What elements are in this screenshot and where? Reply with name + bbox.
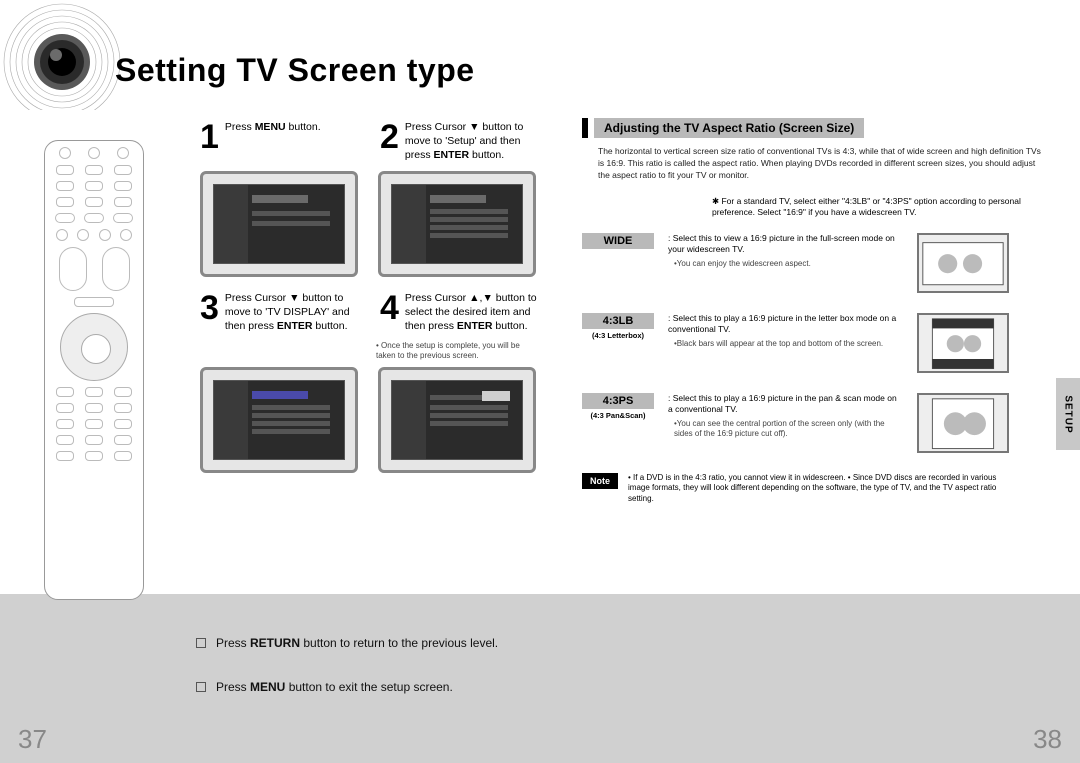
crt-screenshot-4 <box>378 367 536 473</box>
note-row: Note • If a DVD is in the 4:3 ratio, you… <box>582 473 1042 505</box>
option-label-text: 4:3LB <box>582 313 654 329</box>
step-number: 2 <box>380 120 399 154</box>
step-text: Press Cursor ▲,▼ button to select the de… <box>405 291 540 334</box>
step-number: 1 <box>200 120 219 154</box>
step-text: Press MENU button. <box>225 120 321 134</box>
page-title: Setting TV Screen type <box>115 52 475 89</box>
step-4: 4 Press Cursor ▲,▼ button to select the … <box>380 291 540 334</box>
remote-illustration <box>44 140 144 600</box>
option-43ps: 4:3PS (4:3 Pan&Scan) : Select this to play… <box>582 393 1042 453</box>
step-1: 1 Press MENU button. <box>200 120 360 163</box>
page-number-right: 38 <box>1033 724 1062 755</box>
star-note: ✱ For a standard TV, select either "4:3L… <box>712 196 1042 219</box>
grey-band <box>0 594 1080 763</box>
note-badge: Note <box>582 473 618 489</box>
option-label-text: 4:3PS <box>582 393 654 409</box>
step-2: 2 Press Cursor ▼ button to move to 'Setu… <box>380 120 540 163</box>
step-number: 4 <box>380 291 399 325</box>
option-thumb <box>917 393 1009 453</box>
step-number: 3 <box>200 291 219 325</box>
option-sublabel: (4:3 Letterbox) <box>582 331 654 340</box>
section-heading-text: Adjusting the TV Aspect Ratio (Screen Si… <box>594 118 864 138</box>
step-text: Press Cursor ▼ button to move to 'Setup'… <box>405 120 540 163</box>
option-text: : Select this to view a 16:9 picture in … <box>668 233 903 270</box>
option-bullet: •You can enjoy the widescreen aspect. <box>668 259 903 270</box>
step-3: 3 Press Cursor ▼ button to move to 'TV D… <box>200 291 360 334</box>
option-text: : Select this to play a 16:9 picture in … <box>668 313 903 350</box>
right-column: Adjusting the TV Aspect Ratio (Screen Si… <box>582 118 1042 505</box>
section-description: The horizontal to vertical screen size r… <box>598 146 1042 182</box>
bottom-tips: Press RETURN button to return to the pre… <box>196 636 498 724</box>
option-bullet: •You can see the central portion of the … <box>668 419 903 441</box>
steps-column: 1 Press MENU button. 2 Press Cursor ▼ bu… <box>200 120 540 487</box>
crt-screenshot-3 <box>200 367 358 473</box>
option-label: WIDE <box>582 233 654 249</box>
option-thumb <box>917 233 1009 293</box>
crt-screenshot-2 <box>378 171 536 277</box>
option-thumb <box>917 313 1009 373</box>
speaker-swirl-graphic <box>0 0 130 110</box>
tip-1: Press RETURN button to return to the pre… <box>216 636 498 650</box>
option-bullet: •Black bars will appear at the top and b… <box>668 339 903 350</box>
option-label-text: WIDE <box>582 233 654 249</box>
tip-icon <box>196 682 206 692</box>
step-text: Press Cursor ▼ button to move to 'TV DIS… <box>225 291 360 334</box>
option-sublabel: (4:3 Pan&Scan) <box>582 411 654 420</box>
crt-screenshot-1 <box>200 171 358 277</box>
option-text: : Select this to play a 16:9 picture in … <box>668 393 903 441</box>
option-label: 4:3PS (4:3 Pan&Scan) <box>582 393 654 420</box>
option-label: 4:3LB (4:3 Letterbox) <box>582 313 654 340</box>
option-wide: WIDE : Select this to view a 16:9 picture… <box>582 233 1042 293</box>
option-43lb: 4:3LB (4:3 Letterbox) : Select this to pla… <box>582 313 1042 373</box>
section-heading: Adjusting the TV Aspect Ratio (Screen Si… <box>582 118 1042 138</box>
step-footnote: • Once the setup is complete, you will b… <box>376 341 540 361</box>
tip-icon <box>196 638 206 648</box>
note-text: • If a DVD is in the 4:3 ratio, you cann… <box>628 473 998 505</box>
side-tab-setup: SETUP <box>1056 378 1080 450</box>
page-number-left: 37 <box>18 724 47 755</box>
tip-2: Press MENU button to exit the setup scre… <box>216 680 453 694</box>
